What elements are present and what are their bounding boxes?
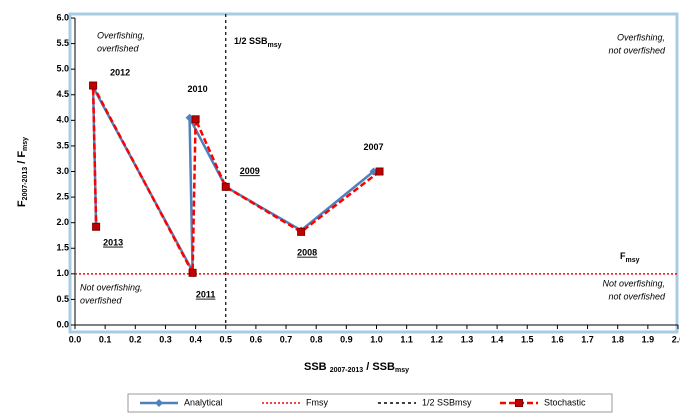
series-line	[91, 86, 375, 272]
legend-label: 1/2 SSBmsy	[422, 397, 472, 407]
y-tick-label: 2.5	[56, 191, 69, 201]
half-ssb-label-part: 1/2 SSB	[234, 36, 268, 46]
y-tick-label: 3.5	[56, 140, 69, 150]
year-label: 2009	[240, 166, 260, 176]
legend-marker	[155, 399, 163, 407]
quadrant-label: not overfished	[608, 291, 666, 301]
year-label: 2013	[103, 238, 123, 248]
point	[297, 227, 306, 236]
legend-marker	[515, 399, 523, 407]
x-tick-label: 0.1	[99, 334, 112, 344]
half-ssb-label-part: msy	[268, 42, 282, 49]
y-tick-label: 4.5	[56, 89, 69, 99]
quadrant-label: Not overfishing,	[80, 282, 143, 292]
y-tick-label: 0.5	[56, 294, 69, 304]
x-tick-label: 0.2	[129, 334, 142, 344]
y-tick-label: 3.0	[56, 166, 69, 176]
year-label: 2010	[188, 84, 208, 94]
x-tick-label: 0.7	[280, 334, 293, 344]
y-tick-label: 2.0	[56, 217, 69, 227]
y-axis-label: F2007-2013 / Fmsy	[16, 137, 29, 207]
y-tick-label: 5.5	[56, 38, 69, 48]
x-tick-label: 0.0	[69, 334, 82, 344]
point	[185, 113, 194, 122]
x-tick-label: 1.4	[491, 334, 504, 344]
point	[92, 222, 101, 231]
legend-label: Fmsy	[306, 397, 328, 407]
x-axis-label-part: msy	[395, 367, 409, 374]
year-label: 2008	[297, 248, 317, 258]
x-tick-label: 1.7	[581, 334, 594, 344]
y-axis-label-part: 2007-2013	[22, 167, 29, 201]
y-tick-label: 6.0	[56, 12, 69, 22]
y-tick-label: 0.0	[56, 319, 69, 329]
y-axis-label-part: F	[16, 200, 28, 207]
x-axis-label-part: / SSB	[363, 361, 395, 373]
y-tick-label: 1.0	[56, 268, 69, 278]
x-tick-label: 0.8	[310, 334, 323, 344]
x-tick-label: 1.1	[400, 334, 413, 344]
point	[89, 81, 98, 90]
quadrant-label: not overfished	[608, 45, 666, 55]
legend-label: Analytical	[184, 397, 223, 407]
year-label: 2007	[363, 142, 383, 152]
x-tick-label: 0.9	[340, 334, 353, 344]
quadrant-label: Not overfishing,	[602, 278, 665, 288]
x-tick-label: 0.6	[250, 334, 263, 344]
y-axis-label-part: msy	[22, 137, 29, 151]
x-tick-label: 1.3	[461, 334, 474, 344]
x-tick-label: 0.4	[189, 334, 202, 344]
plot-frame	[68, 12, 679, 334]
point	[191, 115, 200, 124]
x-tick-label: 1.9	[642, 334, 655, 344]
legend-box	[127, 393, 613, 413]
series-line	[91, 84, 381, 278]
fmsy-label-part: msy	[626, 257, 640, 264]
point	[221, 182, 230, 191]
y-tick-label: 1.5	[56, 243, 69, 253]
x-tick-label: 0.3	[159, 334, 172, 344]
x-axis-label-part: SSB	[304, 361, 330, 373]
y-axis-label-part: / F	[16, 151, 28, 167]
quadrant-label: overfished	[80, 295, 123, 305]
quadrant-label: Overfishing,	[617, 32, 665, 42]
legend-label: Stochastic	[544, 397, 586, 407]
quadrant-label: overfished	[97, 43, 140, 53]
y-tick-label: 5.0	[56, 64, 69, 74]
x-tick-label: 1.8	[611, 334, 624, 344]
x-tick-label: 1.5	[521, 334, 534, 344]
point	[188, 268, 197, 277]
x-tick-label: 1.2	[431, 334, 444, 344]
x-tick-label: 1.6	[551, 334, 564, 344]
fmsy-label: Fmsy	[620, 251, 640, 263]
quadrant-label: Overfishing,	[97, 30, 145, 40]
year-label: 2012	[110, 67, 130, 77]
y-tick-label: 4.0	[56, 115, 69, 125]
year-label: 2011	[196, 290, 216, 300]
x-tick-label: 1.0	[370, 334, 383, 344]
x-tick-label: 0.5	[219, 334, 232, 344]
fmsy-label-part: F	[620, 251, 626, 261]
x-axis-label: SSB 2007-2013 / SSBmsy	[304, 361, 409, 374]
x-axis-label-part: 2007-2013	[330, 367, 364, 374]
x-tick-label: 2.0	[672, 334, 680, 344]
half-ssb-label: 1/2 SSBmsy	[234, 36, 282, 48]
point	[375, 167, 384, 176]
